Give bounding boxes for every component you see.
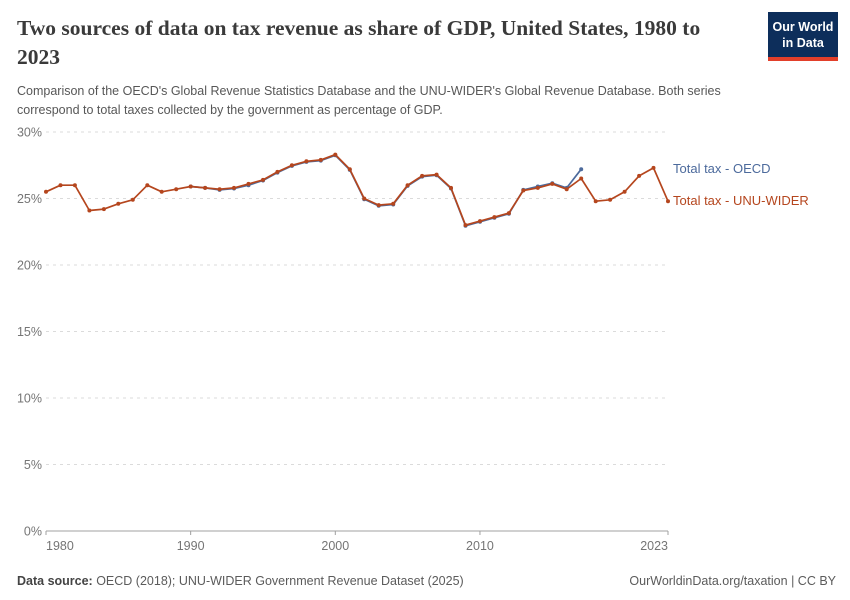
chart-subtitle: Comparison of the OECD's Global Revenue … (17, 84, 721, 117)
data-point-total-tax-unu-wider-1992[interactable] (217, 187, 222, 192)
legend-label-total-tax-oecd[interactable]: Total tax - OECD (673, 161, 771, 176)
data-point-total-tax-oecd-2017[interactable] (579, 167, 584, 172)
chart-header: Two sources of data on tax revenue as sh… (17, 14, 762, 120)
y-tick-label-0: 0% (24, 525, 42, 539)
data-point-total-tax-unu-wider-2015[interactable] (550, 181, 555, 186)
data-point-total-tax-unu-wider-1980[interactable] (44, 189, 48, 194)
data-point-total-tax-unu-wider-2008[interactable] (449, 185, 453, 190)
y-tick-label-25: 25% (17, 192, 42, 206)
data-point-total-tax-unu-wider-1998[interactable] (304, 159, 309, 164)
owid-logo: Our World in Data (768, 12, 838, 61)
x-tick-label-2010: 2010 (466, 539, 494, 553)
data-point-total-tax-unu-wider-1999[interactable] (318, 157, 323, 162)
data-point-total-tax-unu-wider-1981[interactable] (58, 183, 63, 188)
data-point-total-tax-unu-wider-1982[interactable] (72, 183, 77, 188)
data-point-total-tax-unu-wider-1984[interactable] (101, 207, 106, 212)
data-point-total-tax-unu-wider-2020[interactable] (622, 189, 627, 194)
data-point-total-tax-unu-wider-1991[interactable] (203, 185, 208, 190)
x-tick-label-1980: 1980 (46, 539, 74, 553)
x-tick-label-2000: 2000 (321, 539, 349, 553)
data-point-total-tax-unu-wider-2007[interactable] (434, 172, 439, 177)
attribution: OurWorldinData.org/taxation | CC BY (629, 574, 836, 588)
series-line-total-tax-unu-wider[interactable] (45, 153, 669, 226)
y-tick-label-20: 20% (17, 259, 42, 273)
data-point-total-tax-unu-wider-2018[interactable] (593, 199, 598, 204)
data-point-total-tax-unu-wider-2004[interactable] (391, 201, 396, 206)
data-point-total-tax-unu-wider-2013[interactable] (521, 188, 526, 193)
data-point-total-tax-unu-wider-2009[interactable] (463, 223, 468, 228)
data-source-note: Data source: OECD (2018); UNU-WIDER Gove… (17, 574, 464, 588)
data-point-total-tax-unu-wider-1993[interactable] (232, 185, 236, 190)
owid-logo-red-bar (768, 56, 838, 61)
data-point-total-tax-unu-wider-1997[interactable] (289, 163, 294, 168)
data-point-total-tax-unu-wider-2010[interactable] (478, 219, 482, 224)
data-point-total-tax-unu-wider-2006[interactable] (420, 173, 425, 178)
data-point-total-tax-unu-wider-1996[interactable] (275, 169, 280, 174)
data-point-total-tax-unu-wider-2023[interactable] (666, 199, 670, 204)
page-title: Two sources of data on tax revenue as sh… (17, 16, 701, 70)
data-point-total-tax-unu-wider-1995[interactable] (261, 177, 265, 182)
chart-footer: Data source: OECD (2018); UNU-WIDER Gove… (17, 574, 836, 588)
data-point-total-tax-unu-wider-1990[interactable] (188, 184, 193, 189)
x-tick-label-2023: 2023 (640, 539, 668, 553)
data-point-total-tax-unu-wider-2011[interactable] (492, 215, 497, 220)
data-point-total-tax-unu-wider-2017[interactable] (579, 176, 584, 181)
data-point-total-tax-unu-wider-2014[interactable] (535, 185, 540, 190)
y-tick-label-10: 10% (17, 392, 42, 406)
data-point-total-tax-unu-wider-2001[interactable] (347, 167, 352, 172)
y-tick-label-30: 30% (17, 126, 42, 140)
data-point-total-tax-unu-wider-2022[interactable] (651, 165, 656, 170)
data-point-total-tax-unu-wider-2012[interactable] (506, 211, 511, 216)
data-point-total-tax-unu-wider-2002[interactable] (362, 196, 367, 201)
x-tick-label-1990: 1990 (177, 539, 205, 553)
data-point-total-tax-unu-wider-2016[interactable] (564, 187, 569, 192)
data-point-total-tax-unu-wider-2005[interactable] (405, 183, 410, 188)
data-point-total-tax-unu-wider-2019[interactable] (608, 197, 613, 202)
data-point-total-tax-unu-wider-1994[interactable] (246, 181, 251, 186)
legend-label-total-tax-unu-wider[interactable]: Total tax - UNU-WIDER (673, 193, 809, 208)
data-point-total-tax-unu-wider-2003[interactable] (376, 203, 381, 208)
data-point-total-tax-unu-wider-1985[interactable] (116, 201, 121, 206)
data-point-total-tax-unu-wider-1988[interactable] (159, 189, 164, 194)
data-point-total-tax-unu-wider-2000[interactable] (333, 152, 338, 157)
data-source-label: Data source: (17, 574, 93, 588)
data-source-value: OECD (2018); UNU-WIDER Government Revenu… (92, 574, 464, 588)
data-point-total-tax-unu-wider-2021[interactable] (637, 173, 642, 178)
data-point-total-tax-unu-wider-1987[interactable] (145, 183, 150, 188)
y-tick-label-5: 5% (24, 458, 42, 472)
owid-logo-text: Our World in Data (768, 12, 838, 57)
attribution-link[interactable]: OurWorldinData.org/taxation (629, 574, 788, 588)
data-point-total-tax-unu-wider-1989[interactable] (174, 187, 179, 192)
y-tick-label-15: 15% (17, 325, 42, 339)
data-point-total-tax-unu-wider-1986[interactable] (130, 197, 135, 202)
attribution-license: | CC BY (787, 574, 836, 588)
data-point-total-tax-unu-wider-1983[interactable] (87, 208, 92, 213)
